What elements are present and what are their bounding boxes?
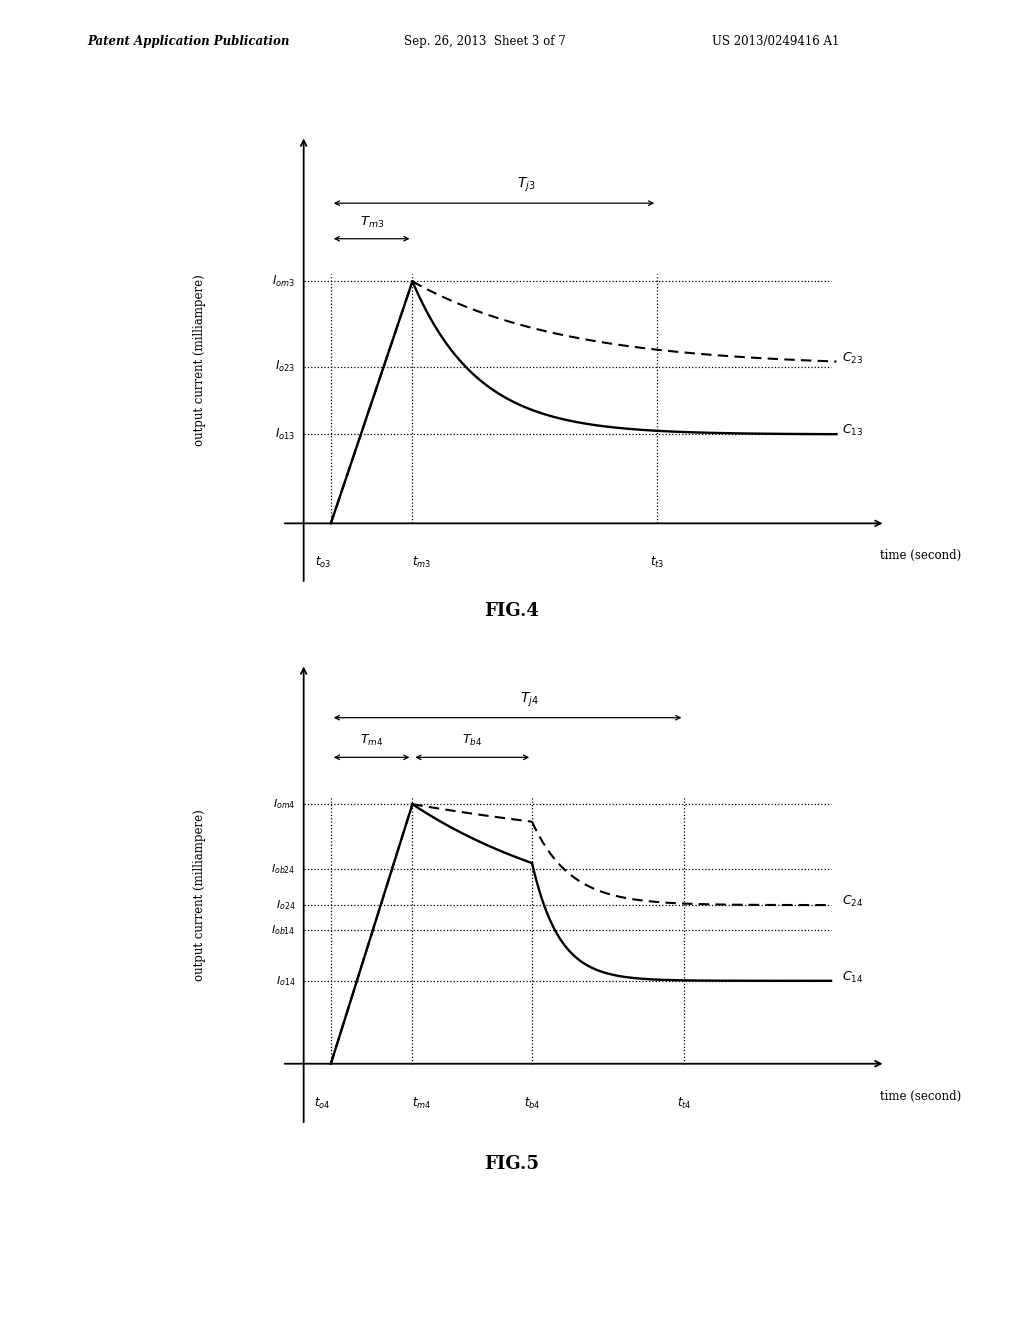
Text: time (second): time (second) [880,1089,962,1102]
Text: $I_{om3}$: $I_{om3}$ [272,273,296,289]
Text: $I_{o14}$: $I_{o14}$ [275,974,296,987]
Text: $I_{o23}$: $I_{o23}$ [275,359,296,375]
Text: $C_{24}$: $C_{24}$ [842,894,863,909]
Text: $C_{13}$: $C_{13}$ [842,424,863,438]
Text: $I_{ob14}$: $I_{ob14}$ [271,924,296,937]
Text: output current (milliampere): output current (milliampere) [194,275,206,446]
Text: $I_{o24}$: $I_{o24}$ [275,898,296,912]
Text: $T_{m4}$: $T_{m4}$ [360,733,383,748]
Text: time (second): time (second) [880,549,962,562]
Text: $t_{b4}$: $t_{b4}$ [523,1096,541,1111]
Text: US 2013/0249416 A1: US 2013/0249416 A1 [712,34,839,48]
Text: $I_{o13}$: $I_{o13}$ [275,426,296,442]
Text: FIG.5: FIG.5 [484,1155,540,1173]
Text: $t_{o3}$: $t_{o3}$ [314,556,331,570]
Text: FIG.4: FIG.4 [484,602,540,620]
Text: output current (milliampere): output current (milliampere) [194,809,206,981]
Text: $t_{t4}$: $t_{t4}$ [677,1096,691,1111]
Text: Patent Application Publication: Patent Application Publication [87,34,290,48]
Text: $t_{o4}$: $t_{o4}$ [314,1096,331,1111]
Text: $I_{ob24}$: $I_{ob24}$ [271,862,296,876]
Text: $T_{m3}$: $T_{m3}$ [359,215,384,230]
Text: $t_{t3}$: $t_{t3}$ [650,556,665,570]
Text: $T_{j3}$: $T_{j3}$ [517,176,536,194]
Text: $t_{m3}$: $t_{m3}$ [413,556,431,570]
Text: $C_{23}$: $C_{23}$ [842,350,863,366]
Text: $I_{om4}$: $I_{om4}$ [273,797,296,810]
Text: $T_{j4}$: $T_{j4}$ [520,690,539,709]
Text: Sep. 26, 2013  Sheet 3 of 7: Sep. 26, 2013 Sheet 3 of 7 [404,34,566,48]
Text: $T_{b4}$: $T_{b4}$ [462,733,482,748]
Text: $C_{14}$: $C_{14}$ [842,970,863,985]
Text: $t_{m4}$: $t_{m4}$ [413,1096,432,1111]
